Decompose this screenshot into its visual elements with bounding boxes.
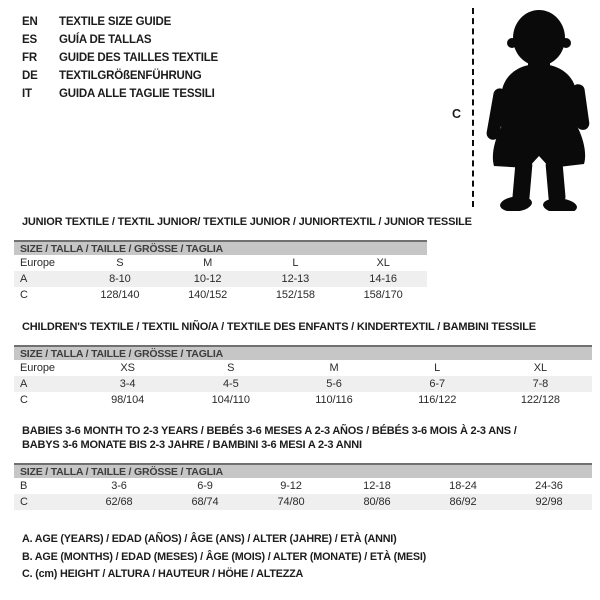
table-cell: 8-10 bbox=[109, 273, 131, 285]
size-header-band: SIZE / TALLA / TAILLE / GRÖSSE / TAGLIA bbox=[14, 345, 592, 360]
table-cell: 62/68 bbox=[105, 496, 133, 508]
size-header-band: SIZE / TALLA / TAILLE / GRÖSSE / TAGLIA bbox=[14, 463, 592, 478]
footnote-b: B. AGE (MONTHS) / EDAD (MESES) / ÂGE (MO… bbox=[22, 550, 427, 563]
language-header: EN TEXTILE SIZE GUIDE ES GUÍA DE TALLAS … bbox=[22, 13, 218, 103]
table-cell: 152/158 bbox=[275, 289, 315, 301]
height-measure-label: C bbox=[452, 107, 462, 121]
row-label: B bbox=[20, 480, 28, 492]
table-cell: 18-24 bbox=[449, 480, 477, 492]
section-title-babies-line1: BABIES 3-6 MONTH TO 2-3 YEARS / BEBÉS 3-… bbox=[22, 425, 517, 437]
table-row: B 3-6 6-9 9-12 12-18 18-24 24-36 bbox=[14, 478, 592, 494]
table-cell: 12-13 bbox=[281, 273, 310, 285]
row-label: A bbox=[20, 273, 28, 285]
table-cell: 24-36 bbox=[535, 480, 563, 492]
table-cell: M bbox=[329, 362, 339, 374]
table-cell: 12-18 bbox=[363, 480, 391, 492]
row-label: C bbox=[20, 496, 28, 508]
table-cell: 68/74 bbox=[191, 496, 219, 508]
table-cell: 74/80 bbox=[277, 496, 305, 508]
table-cell: 5-6 bbox=[326, 378, 342, 390]
language-row-de: DE TEXTILGRÖßENFÜHRUNG bbox=[22, 67, 218, 85]
table-cell: 158/170 bbox=[363, 289, 403, 301]
table-cell: 6-7 bbox=[429, 378, 445, 390]
table-cell: L bbox=[434, 362, 441, 374]
language-row-it: IT GUIDA ALLE TAGLIE TESSILI bbox=[22, 85, 218, 103]
table-row: Europe S M L XL bbox=[14, 255, 427, 271]
row-label: Europe bbox=[20, 362, 55, 374]
table-cell: 104/110 bbox=[211, 394, 250, 406]
language-code: ES bbox=[22, 34, 37, 46]
baby-silhouette-icon bbox=[486, 10, 590, 211]
table-cell: 128/140 bbox=[100, 289, 140, 301]
table-row: C 128/140 140/152 152/158 158/170 bbox=[14, 287, 427, 303]
table-cell: XL bbox=[376, 257, 390, 269]
table-row: Europe XS S M L XL bbox=[14, 360, 592, 376]
language-label: GUIDE DES TAILLES TEXTILE bbox=[59, 52, 218, 64]
size-table-junior: SIZE / TALLA / TAILLE / GRÖSSE / TAGLIA … bbox=[14, 240, 427, 303]
table-cell: 140/152 bbox=[188, 289, 228, 301]
language-row-en: EN TEXTILE SIZE GUIDE bbox=[22, 13, 218, 31]
table-cell: 80/86 bbox=[363, 496, 391, 508]
height-measure-dashed-line bbox=[472, 8, 474, 207]
table-cell: XL bbox=[533, 362, 548, 374]
table-cell: 3-4 bbox=[119, 378, 136, 390]
row-label: C bbox=[20, 289, 28, 301]
size-header-band: SIZE / TALLA / TAILLE / GRÖSSE / TAGLIA bbox=[14, 240, 427, 255]
table-cell: XS bbox=[120, 362, 135, 374]
language-code: FR bbox=[22, 52, 37, 64]
section-title-babies-line2: BABYS 3-6 MONATE BIS 2-3 JAHRE / BAMBINI… bbox=[22, 439, 362, 451]
table-cell: 6-9 bbox=[197, 480, 213, 492]
row-label: C bbox=[20, 394, 28, 406]
table-row: A 8-10 10-12 12-13 14-16 bbox=[14, 271, 427, 287]
table-cell: L bbox=[292, 257, 299, 269]
table-cell: 7-8 bbox=[532, 378, 549, 390]
language-label: GUIDA ALLE TAGLIE TESSILI bbox=[59, 88, 215, 100]
table-cell: 110/116 bbox=[315, 394, 353, 406]
size-table-children: SIZE / TALLA / TAILLE / GRÖSSE / TAGLIA … bbox=[14, 345, 592, 408]
footnote-c: C. (cm) HEIGHT / ALTURA / HAUTEUR / HÖHE… bbox=[22, 568, 304, 580]
table-cell: 92/98 bbox=[535, 496, 563, 508]
section-title-junior: JUNIOR TEXTILE / TEXTIL JUNIOR/ TEXTILE … bbox=[22, 216, 472, 228]
table-cell: S bbox=[116, 257, 124, 269]
row-label: A bbox=[20, 378, 28, 390]
section-title-babies: BABIES 3-6 MONTH TO 2-3 YEARS / BEBÉS 3-… bbox=[22, 424, 517, 452]
table-cell: 98/104 bbox=[111, 394, 145, 406]
table-cell: 14-16 bbox=[369, 273, 397, 285]
table-cell: 4-5 bbox=[222, 378, 239, 390]
table-row: C 62/68 68/74 74/80 80/86 86/92 92/98 bbox=[14, 494, 592, 510]
table-cell: 10-12 bbox=[193, 273, 222, 285]
language-row-es: ES GUÍA DE TALLAS bbox=[22, 31, 218, 49]
table-cell: 122/128 bbox=[520, 394, 560, 406]
table-row: C 98/104 104/110 110/116 116/122 122/128 bbox=[14, 392, 592, 408]
language-code: DE bbox=[22, 70, 38, 82]
footnotes: A. AGE (YEARS) / EDAD (AÑOS) / ÂGE (ANS)… bbox=[22, 531, 426, 584]
table-cell: 9-12 bbox=[280, 480, 302, 492]
table-cell: 116/122 bbox=[418, 394, 457, 406]
row-label: Europe bbox=[20, 257, 55, 269]
table-cell: M bbox=[203, 257, 213, 269]
table-cell: 3-6 bbox=[111, 480, 127, 492]
section-title-children: CHILDREN'S TEXTILE / TEXTIL NIÑO/A / TEX… bbox=[22, 321, 536, 333]
language-label: TEXTILE SIZE GUIDE bbox=[59, 16, 172, 28]
table-row: A 3-4 4-5 5-6 6-7 7-8 bbox=[14, 376, 592, 392]
language-code: EN bbox=[22, 16, 38, 28]
size-table-babies: SIZE / TALLA / TAILLE / GRÖSSE / TAGLIA … bbox=[14, 463, 592, 510]
footnote-a: A. AGE (YEARS) / EDAD (AÑOS) / ÂGE (ANS)… bbox=[22, 533, 397, 545]
table-cell: 86/92 bbox=[449, 496, 477, 508]
language-row-fr: FR GUIDE DES TAILLES TEXTILE bbox=[22, 49, 218, 67]
language-label: TEXTILGRÖßENFÜHRUNG bbox=[59, 70, 202, 82]
language-code: IT bbox=[22, 88, 32, 100]
table-cell: S bbox=[227, 362, 235, 374]
language-label: GUÍA DE TALLAS bbox=[59, 34, 152, 46]
